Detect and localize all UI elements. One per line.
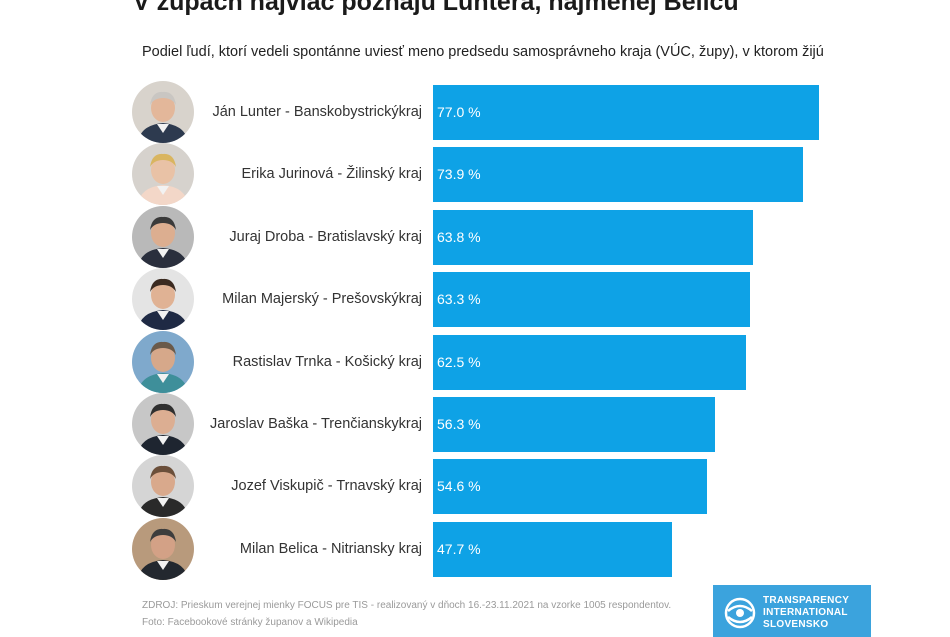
bar-row: Rastislav Trnka - Košický kraj 62.5 % (0, 331, 950, 393)
bar-row: Juraj Droba - Bratislavský kraj 63.8 % (0, 206, 950, 268)
person-photo-icon (132, 393, 194, 455)
avatar (132, 455, 194, 517)
transparency-logo[interactable]: TRANSPARENCY INTERNATIONAL SLOVENSKO (713, 585, 871, 637)
bar-row: Jozef Viskupič - Trnavský kraj 54.6 % (0, 455, 950, 517)
bar-value-label: 77.0 % (437, 104, 481, 120)
person-photo-icon (132, 331, 194, 393)
category-label-line: Juraj Droba - Bratislavský kraj (229, 229, 422, 245)
person-photo-icon (132, 455, 194, 517)
bar-value-label: 56.3 % (437, 416, 481, 432)
category-label-line: Milan Belica - Nitriansky kraj (239, 541, 422, 557)
category-label: Milan Majerský - Prešovský kraj (200, 268, 422, 330)
category-label-line: Erika Jurinová - Žilinský kraj (241, 166, 423, 182)
category-label: Jaroslav Baška - Trenčiansky kraj (200, 393, 422, 455)
category-label-line: kraj (398, 416, 422, 432)
bar (433, 272, 750, 327)
bar (433, 147, 803, 202)
avatar (132, 81, 194, 143)
category-label-line: Jaroslav Baška - Trenčiansky (210, 416, 399, 432)
bar (433, 459, 707, 514)
avatar (132, 393, 194, 455)
bar-row: Ján Lunter - Banskobystrický kraj 77.0 % (0, 81, 950, 143)
logo-line-1: TRANSPARENCY (763, 595, 850, 606)
category-label: Milan Belica - Nitriansky kraj (200, 518, 422, 580)
bar (433, 210, 753, 265)
bar (433, 335, 746, 390)
bar-value-label: 63.3 % (437, 291, 481, 307)
person-photo-icon (132, 518, 194, 580)
category-label-line: kraj (398, 104, 422, 120)
bar-value-label: 73.9 % (437, 166, 481, 182)
category-label: Ján Lunter - Banskobystrický kraj (200, 81, 422, 143)
bar-row: Jaroslav Baška - Trenčiansky kraj 56.3 % (0, 393, 950, 455)
avatar (132, 143, 194, 205)
category-label-line: Rastislav Trnka - Košický kraj (232, 354, 422, 370)
bar (433, 397, 715, 452)
bar-row: Milan Majerský - Prešovský kraj 63.3 % (0, 268, 950, 330)
logo-line-2: INTERNATIONAL (763, 607, 848, 618)
photo-credit: Foto: Facebookové stránky županov a Wiki… (142, 617, 358, 628)
category-label: Rastislav Trnka - Košický kraj (200, 331, 422, 393)
category-label: Erika Jurinová - Žilinský kraj (200, 143, 423, 205)
avatar (132, 268, 194, 330)
chart-title: V župách najviac poznajú Luntera, najmen… (133, 0, 739, 16)
category-label-line: kraj (398, 291, 422, 307)
bar (433, 522, 672, 577)
avatar (132, 518, 194, 580)
category-label-line: Milan Majerský - Prešovský (222, 291, 399, 307)
person-photo-icon (132, 143, 194, 205)
logo-line-3: SLOVENSKO (763, 619, 829, 630)
person-photo-icon (132, 268, 194, 330)
bar-value-label: 63.8 % (437, 229, 481, 245)
category-label: Juraj Droba - Bratislavský kraj (200, 206, 422, 268)
person-photo-icon (132, 81, 194, 143)
avatar (132, 331, 194, 393)
bar (433, 85, 819, 140)
bar-row: Erika Jurinová - Žilinský kraj 73.9 % (0, 143, 950, 205)
bar-row: Milan Belica - Nitriansky kraj 47.7 % (0, 518, 950, 580)
person-photo-icon (132, 206, 194, 268)
bar-value-label: 62.5 % (437, 354, 481, 370)
avatar (132, 206, 194, 268)
chart-subtitle: Podiel ľudí, ktorí vedeli spontánne uvie… (142, 44, 824, 60)
transparency-globe-icon (724, 597, 756, 629)
bar-value-label: 47.7 % (437, 541, 481, 557)
category-label-line: Jozef Viskupič - Trnavský kraj (231, 478, 422, 494)
category-label-line: Ján Lunter - Banskobystrický (212, 104, 399, 120)
bar-value-label: 54.6 % (437, 478, 481, 494)
source-note: ZDROJ: Prieskum verejnej mienky FOCUS pr… (142, 600, 672, 611)
category-label: Jozef Viskupič - Trnavský kraj (200, 455, 422, 517)
